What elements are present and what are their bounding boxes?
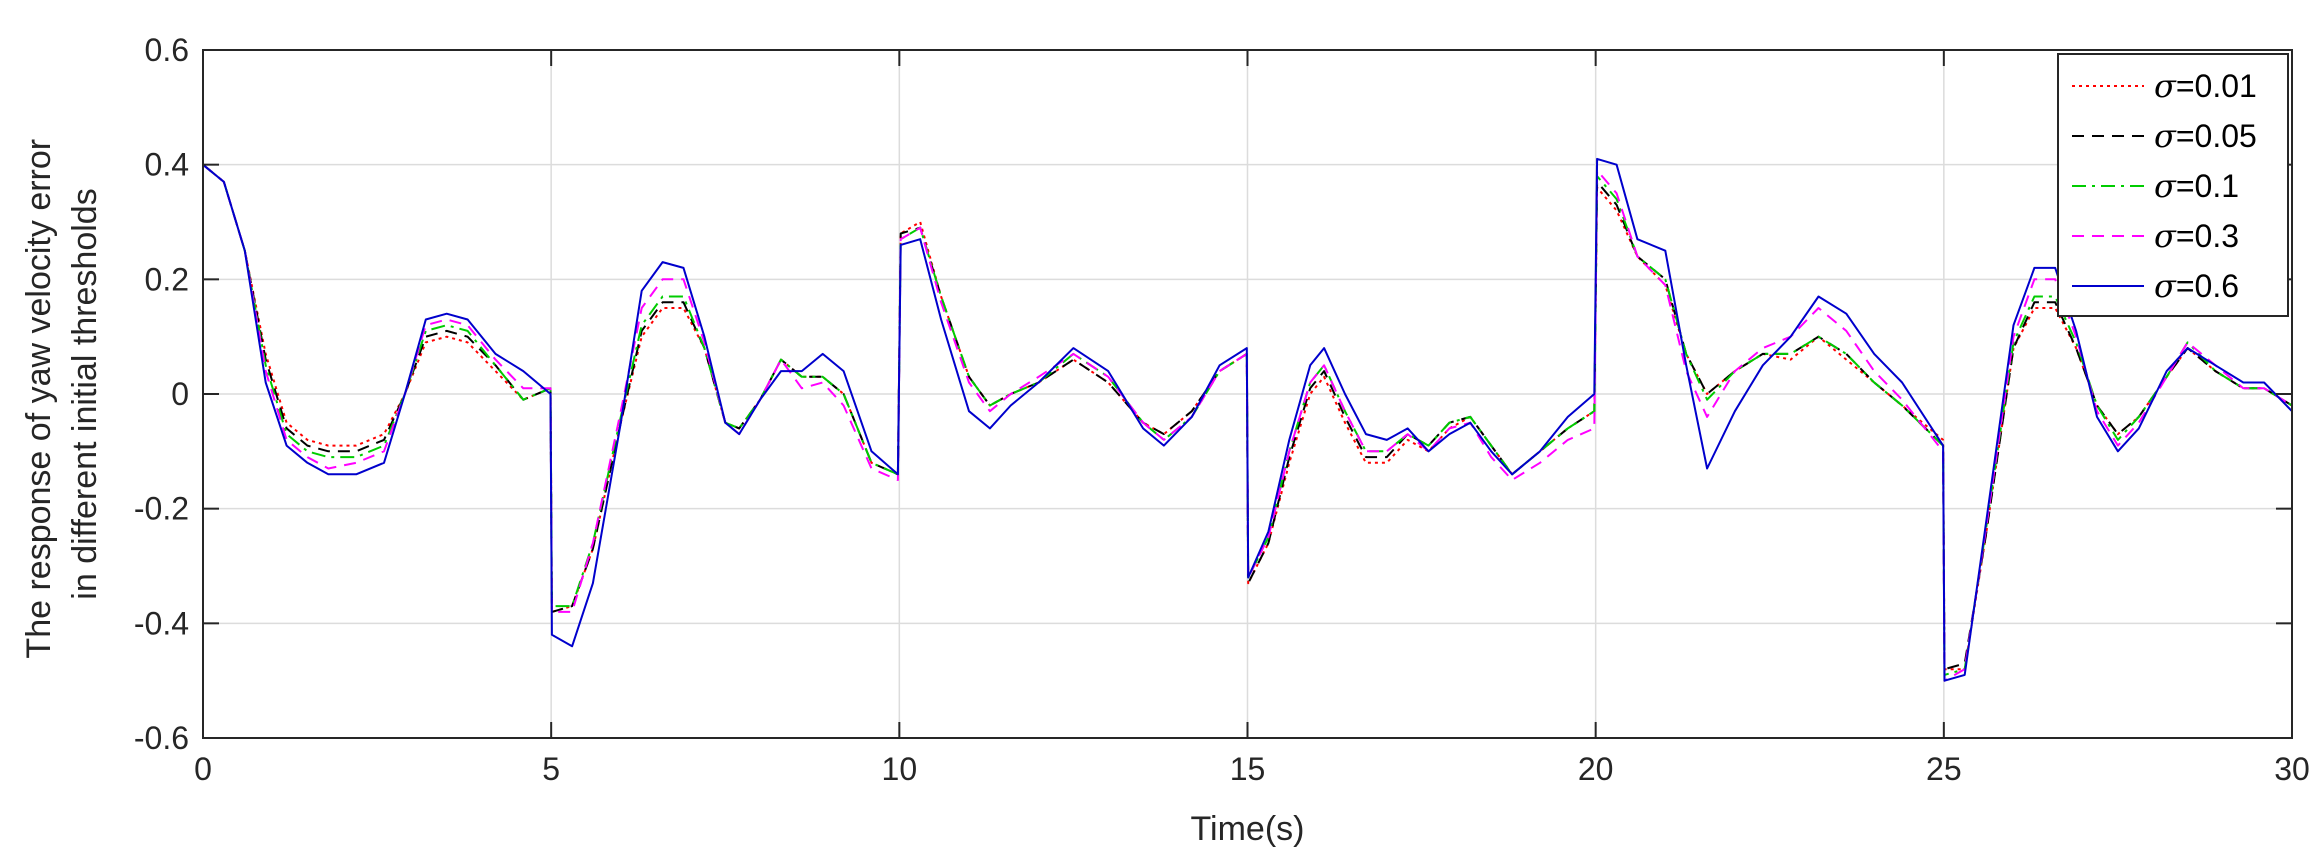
x-tick-label: 20 [1578,751,1614,787]
legend-sigma-symbol: σ [2154,217,2177,255]
legend-sigma-symbol: σ [2154,167,2177,205]
x-tick-label: 5 [542,751,560,787]
legend-value: =0.05 [2176,118,2257,154]
x-axis-label: Time(s) [1191,810,1305,848]
legend-sigma-symbol: σ [2154,67,2177,105]
legend-label-3: σ=0.1 [2154,167,2239,205]
y-tick-label: 0.6 [145,32,189,68]
y-axis-label-line-2: in different initial thresholds [66,188,104,599]
x-tick-label: 15 [1230,751,1266,787]
y-tick-label: 0 [171,376,189,412]
y-tick-label: -0.4 [134,605,189,641]
x-tick-label: 0 [194,751,212,787]
legend-value: =0.6 [2176,268,2239,304]
legend-box [2057,53,2289,317]
x-tick-label: 10 [882,751,918,787]
x-tick-label: 30 [2274,751,2310,787]
y-axis-label: The response of yaw velocity error in di… [20,129,104,658]
legend-label-4: σ=0.3 [2154,217,2239,255]
series-line-5 [202,157,2293,682]
y-tick-label: -0.6 [134,720,189,756]
legend-sigma-symbol: σ [2154,117,2177,155]
plot-area [202,157,2293,682]
y-tick-label: 0.2 [145,261,189,297]
legend-value: =0.3 [2176,218,2239,254]
legend-label-1: σ=0.01 [2154,67,2257,105]
legend-label-5: σ=0.6 [2154,267,2239,305]
legend: σ=0.01σ=0.05σ=0.1σ=0.3σ=0.6 [2057,53,2289,317]
legend-sigma-symbol: σ [2154,267,2177,305]
axis-ticks: 0 5 10 15 20 25 30 -0.6 -0.4 -0.2 0 0.2 0.4 0.6 [134,32,2310,787]
y-tick-label: 0.4 [145,147,189,183]
y-axis-label-line-1: The response of yaw velocity error [20,139,58,659]
x-tick-label: 25 [1926,751,1962,787]
legend-value: =0.1 [2176,168,2239,204]
legend-label-2: σ=0.05 [2154,117,2257,155]
y-tick-label: -0.2 [134,491,189,527]
legend-value: =0.01 [2176,68,2257,104]
